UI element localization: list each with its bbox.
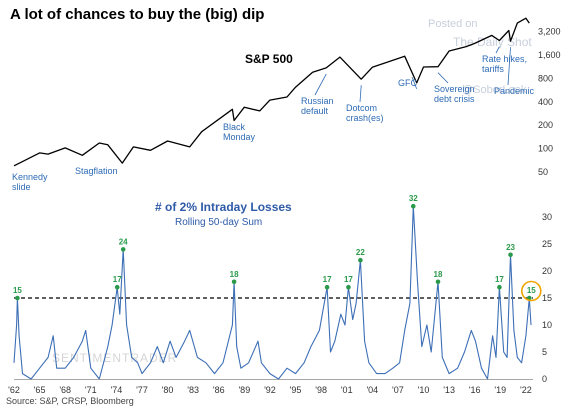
xtick-label: '01: [341, 385, 353, 395]
bottom-ytick-label: 15: [542, 293, 552, 303]
bottom-ytick-label: 20: [542, 266, 552, 276]
peak-marker: [120, 247, 126, 252]
peak-marker: [324, 284, 330, 290]
peak-marker: [358, 257, 363, 263]
xtick-label: '19: [494, 385, 506, 395]
peak-label: 17: [113, 275, 122, 284]
peak-label: 23: [506, 243, 515, 252]
xtick-label: '16: [469, 385, 481, 395]
peak-label: 17: [323, 275, 332, 284]
peak-marker: [508, 252, 513, 258]
peak-label: 15: [13, 286, 22, 295]
bottom-chart-title: # of 2% Intraday Losses: [155, 200, 292, 214]
annotation-label: Black: [223, 122, 246, 132]
watermark-sentimentrader: SENTIMENTRADER: [52, 351, 178, 365]
peak-label: 24: [119, 237, 128, 246]
source-note: Source: S&P, CRSP, Bloomberg: [6, 396, 134, 406]
peak-marker: [410, 203, 416, 209]
annotation-label: GFC: [398, 78, 417, 88]
bottom-ytick-label: 10: [542, 320, 552, 330]
peak-marker: [435, 279, 441, 285]
annotation-arrow: [314, 73, 327, 96]
xtick-label: '80: [162, 385, 174, 395]
xtick-label: '62: [8, 385, 20, 395]
annotation-arrow: [437, 72, 449, 84]
annotation-label: Stagflation: [75, 166, 118, 176]
annotation-arrow: [495, 46, 500, 54]
annotation-label: Sovereign: [434, 84, 475, 94]
annotation-arrow: [411, 76, 418, 90]
peak-label: 22: [356, 248, 365, 257]
peak-label: 18: [230, 270, 239, 279]
xtick-label: '71: [85, 385, 97, 395]
xtick-label: '74: [111, 385, 123, 395]
annotation-label: Rate hikes,: [482, 54, 527, 64]
peak-marker: [114, 284, 120, 290]
peak-label: 18: [434, 270, 443, 279]
annotation-label: tariffs: [482, 64, 504, 74]
sp500-price-line: [13, 17, 530, 167]
annotation-label: default: [301, 106, 329, 116]
latest-highlight-circle: [520, 280, 542, 302]
xtick-label: '83: [187, 385, 199, 395]
peak-marker: [497, 284, 502, 290]
watermark-handle: @SoberLook: [462, 84, 527, 96]
annotation-label: crash(es): [346, 113, 384, 123]
peak-label: 17: [495, 275, 504, 284]
xtick-label: '07: [392, 385, 404, 395]
xtick-label: '22: [520, 385, 532, 395]
top-chart-title: S&P 500: [245, 52, 293, 66]
peak-marker: [15, 295, 20, 301]
bottom-ytick-label: 5: [542, 347, 547, 357]
chart-title: A lot of chances to buy the (big) dip: [10, 6, 265, 23]
bottom-chart-subtitle: Rolling 50-day Sum: [175, 217, 262, 228]
xtick-label: '92: [264, 385, 276, 395]
xtick-label: '04: [366, 385, 378, 395]
annotation-label: Russian: [301, 96, 334, 106]
annotation-label: Kennedy: [12, 172, 48, 182]
xtick-label: '10: [418, 385, 430, 395]
top-ytick-label: 1,600: [538, 50, 561, 60]
watermark-posted-on: Posted on: [428, 18, 478, 30]
annotation-arrow: [507, 47, 511, 86]
top-ytick-label: 400: [538, 97, 553, 107]
peak-marker: [231, 279, 237, 285]
bottom-ytick-label: 25: [542, 239, 552, 249]
annotation-label: Dotcom: [346, 103, 377, 113]
annotation-label: slide: [12, 182, 31, 192]
xtick-label: '86: [213, 385, 225, 395]
peak-label: 32: [409, 194, 418, 203]
bottom-ytick-label: 30: [542, 212, 552, 222]
xtick-label: '89: [238, 385, 250, 395]
xtick-label: '95: [290, 385, 302, 395]
xtick-label: '13: [443, 385, 455, 395]
xtick-label: '77: [136, 385, 148, 395]
xtick-label: '98: [315, 385, 327, 395]
annotation-label: Monday: [223, 132, 256, 142]
peak-marker: [346, 284, 351, 290]
top-ytick-label: 3,200: [538, 27, 561, 37]
top-ytick-label: 100: [538, 144, 553, 154]
peak-label: 15: [527, 286, 536, 295]
xtick-label: '65: [34, 385, 46, 395]
xtick-label: '68: [59, 385, 71, 395]
annotation-arrow: [359, 85, 362, 103]
annotation-label: debt crisis: [434, 94, 475, 104]
bottom-ytick-label: 0: [542, 374, 547, 384]
top-ytick-label: 50: [538, 167, 548, 177]
intraday-losses-line: [13, 205, 532, 380]
top-ytick-label: 800: [538, 73, 553, 83]
peak-label: 17: [344, 275, 353, 284]
annotation-label: Pandemic: [494, 86, 535, 96]
top-ytick-label: 200: [538, 120, 553, 130]
